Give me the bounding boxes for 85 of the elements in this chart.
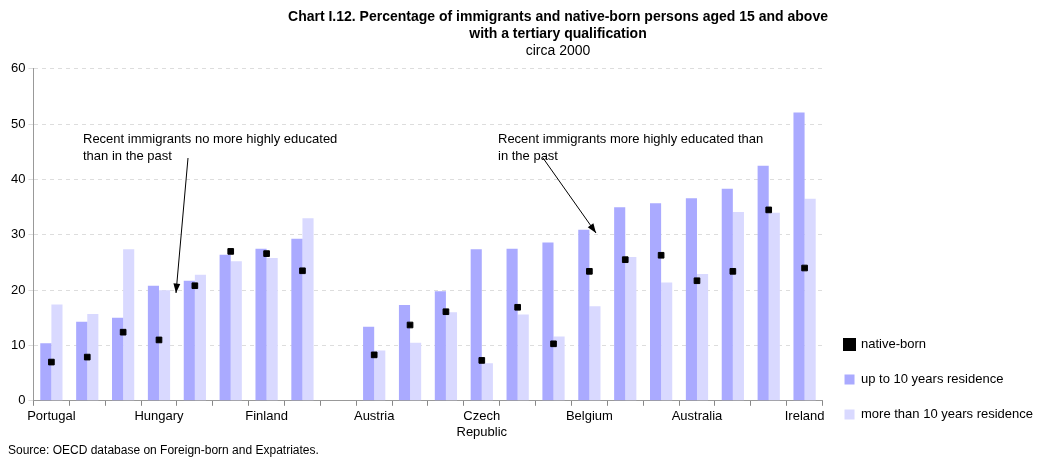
bar [434, 291, 446, 401]
x-tick-label: Czech Republic [456, 408, 508, 439]
point [478, 357, 486, 364]
bar [481, 363, 493, 401]
point [227, 248, 235, 255]
bar [112, 317, 124, 401]
y-tick-label: 0 [18, 392, 26, 408]
x-tick-label: Belgium [565, 408, 613, 424]
bar [661, 282, 673, 401]
y-tick-label: 60 [10, 60, 26, 76]
bar [470, 249, 482, 401]
x-tick-label: Finland [245, 408, 288, 424]
bar [40, 343, 52, 401]
bar [255, 248, 267, 401]
chart-subtitle: circa 2000 [524, 42, 592, 58]
legend-label: up to 10 years residence [861, 371, 1004, 387]
point [406, 321, 414, 329]
bar [147, 285, 159, 401]
bar [123, 249, 135, 401]
bar [291, 238, 303, 401]
bar [542, 242, 554, 401]
point [155, 336, 163, 344]
bar [266, 258, 278, 401]
y-tick-label: 20 [10, 281, 26, 297]
legend-label: native-born [861, 336, 927, 352]
bar [578, 229, 590, 401]
bar [625, 256, 637, 401]
bar [398, 305, 411, 401]
point [693, 277, 701, 285]
bar [553, 336, 565, 401]
point [191, 282, 199, 290]
x-tick-label: Ireland [784, 408, 825, 424]
source-note: Source: OECD database on Foreign-born and Expatriates. [8, 443, 320, 457]
bar [51, 304, 63, 401]
bar [363, 326, 375, 401]
point [514, 303, 521, 311]
x-tick-label: Hungary [134, 408, 185, 424]
point [765, 206, 773, 214]
bar [302, 218, 314, 401]
x-tick-label: Australia [671, 408, 724, 424]
point [48, 358, 55, 366]
point [299, 267, 306, 275]
point [550, 340, 557, 348]
y-tick-label: 40 [10, 171, 26, 187]
x-tick-label: Austria [353, 408, 396, 424]
point [119, 328, 127, 336]
bar [183, 280, 195, 401]
y-tick-label: 30 [10, 226, 26, 242]
y-tick-label: 50 [10, 115, 26, 131]
bar [650, 203, 662, 401]
point [586, 267, 593, 275]
bar [410, 342, 422, 401]
bar [230, 261, 242, 401]
point [442, 308, 450, 316]
bar [445, 312, 458, 401]
bar [374, 350, 386, 401]
bar [87, 313, 99, 401]
point [263, 250, 270, 257]
bar [685, 198, 697, 401]
legend-label: more than 10 years residence [861, 406, 1033, 422]
bar [757, 165, 769, 401]
bar [768, 212, 780, 401]
bar [219, 254, 231, 401]
bar [589, 306, 601, 401]
annotation: Recent immigrants more highly educated than in the past [498, 131, 764, 164]
bar [696, 274, 709, 401]
bar [804, 198, 816, 401]
bar [76, 321, 88, 401]
bar [506, 248, 518, 401]
y-tick-label: 10 [10, 337, 26, 353]
point [83, 353, 91, 361]
bar [517, 314, 529, 401]
point [621, 256, 629, 264]
bar [721, 188, 733, 401]
point [729, 267, 737, 275]
point [370, 351, 378, 359]
x-tick-label: Portugal [27, 408, 76, 424]
bar [614, 207, 626, 401]
bar [732, 212, 744, 401]
bar [194, 274, 206, 401]
point [801, 264, 808, 272]
point [657, 251, 665, 259]
bar [793, 112, 805, 401]
bar [158, 290, 171, 401]
annotation: Recent immigrants no more highly educated than in the past [83, 131, 338, 164]
